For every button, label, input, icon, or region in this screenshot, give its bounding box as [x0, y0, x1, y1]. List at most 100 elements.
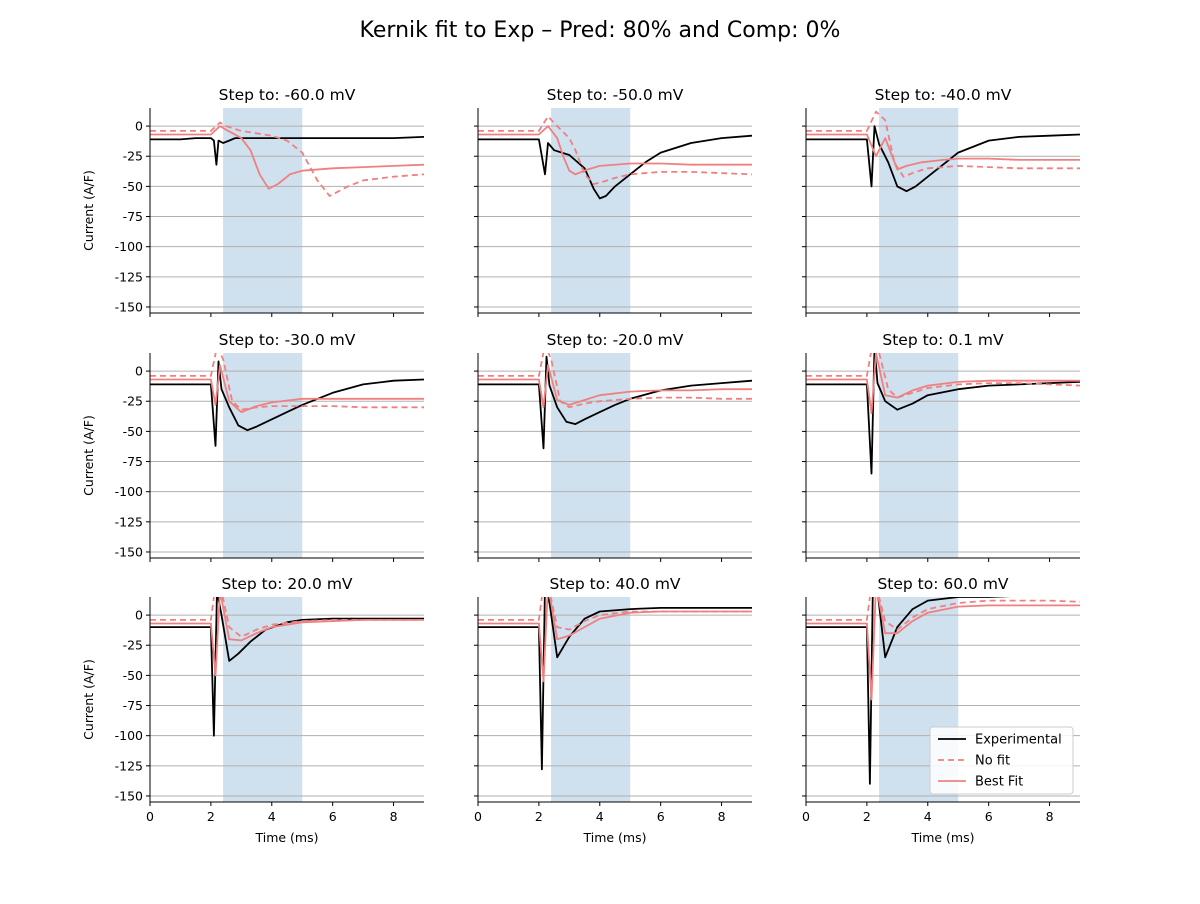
- y-tick-label: -125: [115, 269, 143, 284]
- x-axis-label: Time (ms): [254, 830, 318, 845]
- legend: Experimental No fit Best Fit: [929, 726, 1074, 795]
- series-line-best-fit: [806, 597, 1080, 701]
- series-line-experimental: [806, 125, 1080, 193]
- x-tick-label: 8: [390, 809, 398, 824]
- panel-2: Step to: -50.0 mV: [474, 86, 752, 317]
- y-axis-label: Current (A/F): [81, 415, 96, 496]
- panel-9: 0 2 4 6 8 Step to: 60.0 mV Time (ms): [802, 575, 1080, 845]
- x-tick-label: 2: [207, 809, 215, 824]
- series-line-best-fit: [806, 133, 1080, 171]
- panel-8: 0 2 4 6 8 Step to: 40.0 mV Time (ms): [474, 575, 752, 845]
- x-tick-label: 4: [924, 809, 932, 824]
- y-tick-label: -100: [115, 484, 143, 499]
- y-tick-label: 0: [135, 608, 143, 623]
- y-tick-label: -50: [123, 668, 143, 683]
- y-tick-label: -75: [123, 454, 143, 469]
- series-line-no-fit: [150, 121, 424, 197]
- series-line-best-fit: [150, 364, 424, 414]
- series-group: [806, 110, 1080, 193]
- y-axis-label: Current (A/F): [81, 170, 96, 251]
- shaded-interval: [551, 353, 631, 558]
- series-group: [478, 597, 752, 771]
- x-tick-label: 6: [657, 809, 665, 824]
- series-line-no-fit: [806, 110, 1080, 178]
- x-tick-label: 2: [535, 809, 543, 824]
- legend-label-best-fit: Best Fit: [975, 775, 1023, 790]
- panel-4: 0 -25 -50 -75 -100 -125 -150 Step to: -30.0 mV C…: [81, 331, 424, 562]
- y-tick-label: -125: [115, 514, 143, 529]
- series-line-experimental: [150, 136, 424, 166]
- shaded-interval: [551, 597, 631, 802]
- panel-title: Step to: 0.1 mV: [882, 331, 1004, 349]
- series-line-no-fit: [806, 597, 1080, 631]
- series-line-no-fit: [478, 353, 752, 409]
- panel-title: Step to: -20.0 mV: [547, 331, 684, 349]
- y-tick-label: -150: [115, 299, 143, 314]
- y-tick-label: -25: [123, 394, 143, 409]
- x-axis-label: Time (ms): [582, 830, 646, 845]
- series-line-best-fit: [478, 597, 752, 683]
- panel-title: Step to: 20.0 mV: [221, 575, 352, 593]
- x-tick-label: 2: [863, 809, 871, 824]
- shaded-interval: [879, 353, 959, 558]
- y-tick-label: -100: [115, 728, 143, 743]
- series-line-experimental: [478, 597, 752, 771]
- panel-title: Step to: 40.0 mV: [549, 575, 680, 593]
- series-line-experimental: [806, 597, 1012, 785]
- y-tick-label: -150: [115, 788, 143, 803]
- series-line-best-fit: [478, 364, 752, 409]
- y-tick-label: -25: [123, 638, 143, 653]
- y-tick-label: -50: [123, 424, 143, 439]
- shaded-interval: [223, 353, 303, 558]
- y-tick-label: -100: [115, 239, 143, 254]
- x-tick-label: 0: [474, 809, 482, 824]
- series-line-best-fit: [806, 353, 1080, 415]
- shaded-interval: [879, 108, 959, 313]
- y-tick-label: 0: [135, 119, 143, 134]
- series-group: [478, 115, 752, 200]
- x-tick-label: 0: [146, 809, 154, 824]
- x-axis-label: Time (ms): [910, 830, 974, 845]
- y-tick-label: -25: [123, 149, 143, 164]
- series-line-experimental: [150, 597, 424, 737]
- panel-3: Step to: -40.0 mV: [802, 86, 1080, 317]
- x-tick-label: 4: [596, 809, 604, 824]
- series-group: [806, 597, 1080, 785]
- x-tick-label: 8: [718, 809, 726, 824]
- series-group: [478, 353, 752, 450]
- panels: 0 -25 -50 -75 -100 -125 -150 Step to: -60.0 mV C…: [81, 86, 1080, 845]
- legend-box: [929, 726, 1074, 795]
- series-line-best-fit: [150, 597, 424, 677]
- legend-label-experimental: Experimental: [975, 733, 1062, 748]
- panel-title: Step to: 60.0 mV: [877, 575, 1008, 593]
- series-line-experimental: [806, 353, 1080, 475]
- panel-6: Step to: 0.1 mV: [802, 331, 1080, 562]
- shaded-interval: [551, 108, 631, 313]
- panel-title: Step to: -50.0 mV: [547, 86, 684, 104]
- series-line-no-fit: [150, 353, 424, 411]
- y-tick-label: 0: [135, 364, 143, 379]
- panel-title: Step to: -60.0 mV: [219, 86, 356, 104]
- y-tick-label: -50: [123, 179, 143, 194]
- panel-title: Step to: -40.0 mV: [875, 86, 1012, 104]
- series-line-experimental: [478, 134, 752, 200]
- series-line-experimental: [150, 360, 424, 447]
- series-group: [150, 121, 424, 197]
- y-axis-label: Current (A/F): [81, 659, 96, 740]
- x-tick-label: 8: [1046, 809, 1054, 824]
- panel-5: Step to: -20.0 mV: [474, 331, 752, 562]
- x-tick-label: 6: [329, 809, 337, 824]
- figure-title: Kernik fit to Exp – Pred: 80% and Comp: …: [360, 18, 841, 43]
- series-line-best-fit: [150, 125, 424, 190]
- x-tick-label: 0: [802, 809, 810, 824]
- series-group: [806, 353, 1080, 475]
- x-tick-label: 6: [985, 809, 993, 824]
- y-tick-label: -75: [123, 209, 143, 224]
- series-line-no-fit: [150, 597, 424, 638]
- series-line-best-fit: [478, 125, 752, 176]
- y-tick-label: -75: [123, 698, 143, 713]
- series-group: [150, 597, 424, 737]
- y-tick-label: -125: [115, 758, 143, 773]
